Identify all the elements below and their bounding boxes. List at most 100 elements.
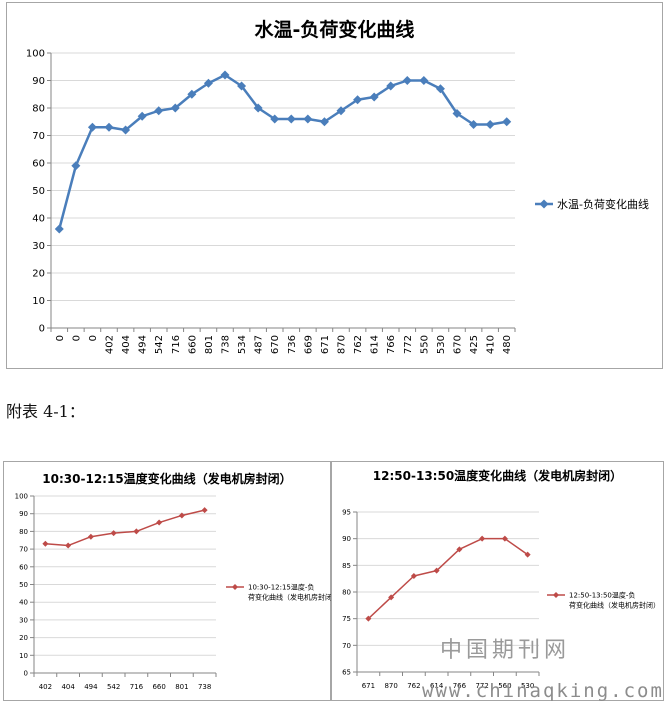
x-tick-label: 0 — [55, 335, 66, 341]
x-tick-label: 801 — [204, 335, 215, 354]
y-tick-label: 70 — [19, 546, 28, 554]
data-point — [104, 122, 114, 132]
x-tick-label: 614 — [370, 335, 381, 354]
data-point — [137, 111, 147, 121]
data-point — [502, 117, 512, 127]
x-tick-label: 716 — [171, 335, 182, 354]
x-tick-label: 530 — [436, 335, 447, 354]
data-point — [110, 530, 117, 537]
data-point — [402, 76, 412, 85]
x-tick-label: 671 — [320, 335, 331, 354]
y-tick-label: 0 — [24, 669, 28, 677]
left-chart-frame: 10:30-12:15温度变化曲线（发电机房封闭） 0 10 20 30 40 50 60 7… — [3, 461, 339, 701]
x-tick-label: 494 — [84, 683, 98, 691]
left-chart-title: 10:30-12:15温度变化曲线（发电机房封闭） — [42, 472, 292, 486]
y-tick-label: 80 — [342, 588, 351, 596]
data-point — [469, 120, 479, 129]
y-tick-label: 80 — [32, 104, 45, 115]
y-tick-label: 50 — [32, 186, 45, 197]
data-point — [201, 507, 208, 514]
y-tick-label: 30 — [32, 241, 45, 252]
x-tick-label: 530 — [521, 682, 534, 690]
data-point — [270, 114, 280, 124]
series-line — [58, 73, 507, 230]
x-tick-label: 660 — [187, 335, 198, 354]
y-tick-label: 90 — [19, 510, 28, 518]
data-point — [485, 120, 495, 129]
y-tick-label: 100 — [15, 492, 28, 500]
y-tick-label: 70 — [342, 642, 351, 650]
data-point — [154, 106, 164, 116]
data-point — [253, 103, 263, 113]
data-point — [237, 81, 247, 91]
y-tick-label: 30 — [19, 616, 28, 624]
watermark-logo-text: 中国期刊网 — [440, 638, 571, 663]
legend-label: 荷变化曲线（发电机房封闭） — [248, 592, 339, 601]
legend-marker — [553, 592, 559, 598]
y-tick-label: 20 — [32, 269, 45, 280]
data-point — [133, 528, 140, 535]
x-tick-label: 402 — [105, 335, 116, 354]
x-tick-label: 762 — [353, 335, 364, 354]
y-tick-label: 95 — [342, 508, 351, 516]
x-tick-label: 738 — [198, 683, 211, 691]
data-point — [410, 573, 417, 579]
data-point — [456, 546, 463, 553]
x-tick-label: 494 — [138, 335, 149, 354]
x-tick-label: 0 — [71, 335, 82, 341]
x-tick-label: 550 — [419, 335, 430, 354]
x-tick-label: 404 — [121, 335, 132, 354]
left-chart-svg: 0 10 20 30 40 50 60 70 80 90 100 402 404 494 542 716 660… — [15, 492, 339, 691]
y-tick-label: 60 — [19, 563, 28, 571]
x-tick-label: 660 — [152, 683, 165, 691]
data-point — [524, 551, 531, 558]
data-point — [433, 567, 440, 574]
data-point — [386, 81, 396, 91]
x-tick-label: 404 — [61, 683, 75, 691]
x-tick-label: 560 — [498, 682, 511, 690]
data-point — [369, 92, 379, 102]
y-tick-label: 75 — [342, 615, 351, 623]
legend-label: 10:30-12:15温度-负 — [248, 582, 314, 591]
data-point — [178, 512, 185, 519]
y-tick-label: 90 — [342, 535, 351, 543]
data-point — [365, 615, 372, 622]
y-tick-label: 60 — [32, 159, 45, 170]
x-tick-label: 0 — [88, 335, 99, 341]
y-tick-label: 80 — [19, 528, 28, 536]
x-tick-label: 670 — [270, 335, 281, 354]
x-tick-label: 766 — [386, 335, 397, 354]
data-point — [187, 89, 197, 99]
data-point — [303, 114, 313, 124]
legend-label: 荷变化曲线（发电机房封闭） — [569, 600, 660, 609]
data-point — [419, 76, 429, 85]
x-tick-label: 425 — [469, 335, 480, 354]
main-chart-frame: 水温-负荷变化曲线 0 10 20 30 40 50 60 70 80 90 100 0 0 0 402 40… — [6, 2, 663, 369]
y-tick-label: 70 — [32, 131, 45, 142]
y-tick-label: 85 — [342, 562, 351, 570]
y-tick-label: 10 — [32, 296, 45, 307]
right-chart-title: 12:50-13:50温度变化曲线（发电机房封闭） — [372, 469, 623, 483]
data-point — [336, 106, 346, 116]
x-tick-label: 870 — [384, 682, 397, 690]
x-tick-label: 402 — [39, 683, 52, 691]
x-tick-label: 542 — [154, 335, 165, 354]
x-tick-label: 410 — [486, 335, 497, 354]
data-point — [388, 594, 395, 601]
x-tick-label: 738 — [221, 335, 232, 354]
y-tick-label: 100 — [26, 49, 45, 60]
y-tick-label: 20 — [19, 634, 28, 642]
x-tick-label: 487 — [254, 335, 265, 354]
data-point — [435, 84, 445, 94]
data-point — [42, 540, 49, 547]
data-point — [203, 78, 213, 88]
y-tick-label: 65 — [342, 668, 351, 676]
x-tick-label: 480 — [502, 335, 513, 354]
caption: 附表 4-1： — [6, 402, 85, 421]
data-point — [353, 95, 363, 105]
legend-label: 水温-负荷变化曲线 — [557, 197, 649, 211]
legend-marker — [539, 199, 549, 209]
y-tick-label: 0 — [39, 324, 45, 335]
data-point — [87, 122, 97, 132]
